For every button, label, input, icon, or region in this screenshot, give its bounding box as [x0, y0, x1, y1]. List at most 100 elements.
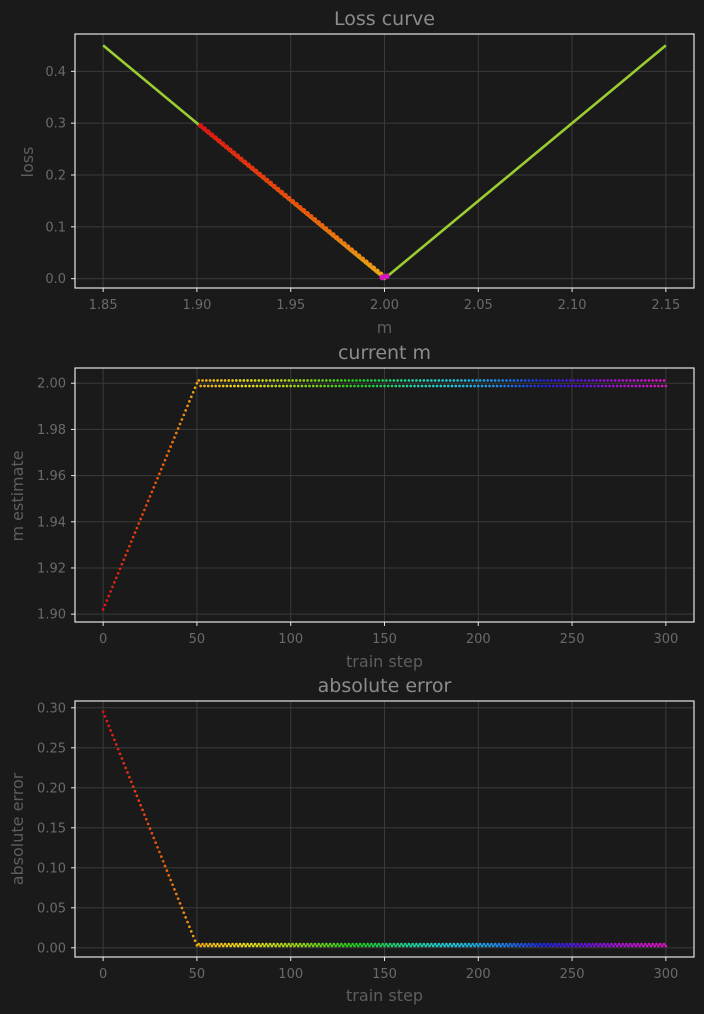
current-m-point: [542, 379, 546, 382]
current-m-ytick-label: 1.92: [37, 561, 66, 576]
absolute-error-point: [383, 944, 386, 948]
current-m-point: [508, 379, 512, 382]
absolute-error-point: [204, 942, 208, 946]
loss-point: [319, 223, 325, 229]
current-m-xtick-label: 200: [466, 632, 491, 647]
absolute-error-point: [321, 942, 324, 946]
absolute-error-point: [527, 942, 531, 946]
absolute-error-point: [366, 942, 369, 946]
absolute-error-point: [381, 942, 384, 946]
absolute-error-point: [626, 944, 630, 948]
current-m-point: [264, 379, 268, 382]
absolute-error-point: [362, 942, 366, 946]
absolute-error-point: [403, 942, 407, 946]
current-m-point: [418, 379, 422, 382]
absolute-error-point: [244, 944, 248, 948]
current-m-point: [101, 608, 105, 611]
absolute-error-point: [296, 944, 300, 948]
absolute-error-point: [276, 942, 279, 946]
absolute-error-point: [433, 942, 437, 946]
current-m-point: [437, 379, 441, 382]
absolute-error-point: [368, 944, 371, 948]
current-m-point: [383, 384, 386, 388]
current-m-point: [368, 384, 371, 388]
absolute-error-point: [180, 906, 184, 910]
loss-point: [384, 273, 390, 279]
absolute-error-ytick-label: 0.30: [37, 701, 66, 716]
absolute-error-point: [176, 897, 180, 901]
current-m-point: [413, 384, 416, 388]
current-m-point: [150, 490, 154, 494]
current-m-point: [439, 384, 443, 388]
current-m-point: [467, 379, 471, 382]
current-m-point: [370, 379, 373, 382]
absolute-error-point: [278, 944, 281, 948]
current-m-point: [131, 535, 135, 539]
absolute-error-point: [246, 942, 249, 946]
absolute-error-point: [257, 942, 261, 946]
absolute-error-point: [311, 944, 315, 948]
absolute-error-point: [212, 942, 216, 946]
absolute-error-xtick-label: 300: [653, 967, 678, 982]
current-m-point: [458, 384, 461, 388]
current-m-point: [336, 379, 339, 382]
current-m-point: [158, 472, 161, 476]
absolute-error-point: [505, 942, 508, 946]
absolute-error-point: [379, 944, 383, 948]
current-m-point: [156, 476, 159, 480]
current-m-point: [386, 384, 390, 388]
loss-point: [345, 244, 351, 250]
current-m-point: [180, 418, 184, 421]
absolute-error-point: [173, 887, 176, 891]
absolute-error-point: [334, 944, 338, 948]
current-m-point: [424, 384, 428, 388]
current-m-point: [610, 379, 613, 382]
current-m-point: [480, 384, 484, 388]
absolute-error-point: [475, 942, 478, 946]
current-m-point: [268, 379, 272, 382]
current-m-xtick-label: 150: [372, 632, 397, 647]
absolute-error-point: [161, 859, 165, 863]
current-m-point: [253, 379, 257, 382]
current-m-point: [355, 379, 358, 382]
absolute-error-point: [261, 942, 264, 946]
absolute-error-point: [587, 942, 591, 946]
absolute-error-point: [317, 942, 321, 946]
absolute-error-point: [184, 916, 188, 919]
absolute-error-point: [268, 942, 272, 946]
absolute-error-point: [478, 942, 482, 946]
current-m-point: [279, 379, 283, 382]
loss-point: [334, 235, 340, 241]
current-m-point: [550, 379, 553, 382]
current-m-point: [236, 384, 240, 388]
absolute-error-point: [281, 944, 285, 948]
absolute-error-point: [516, 942, 520, 946]
current-m-point: [535, 379, 538, 382]
current-m-point: [206, 384, 210, 388]
loss-curve-ylabel: loss: [18, 147, 37, 178]
current-m-point: [193, 386, 197, 390]
current-m-point: [302, 379, 306, 382]
current-m-point: [503, 384, 506, 388]
current-m-point: [266, 384, 270, 388]
absolute-error-title: absolute error: [318, 675, 452, 697]
loss-point: [227, 147, 233, 153]
current-m-point: [540, 384, 544, 388]
current-m-point: [518, 384, 521, 388]
absolute-error-point: [313, 942, 317, 946]
absolute-error-point: [139, 803, 143, 807]
current-m-point: [441, 379, 444, 382]
current-m-point: [512, 379, 516, 382]
current-m-point: [257, 379, 261, 382]
absolute-error-point: [285, 944, 289, 948]
absolute-error-point: [508, 942, 512, 946]
absolute-error-point: [422, 942, 426, 946]
current-m-point: [311, 384, 315, 388]
current-m-point: [340, 379, 343, 382]
current-m-panel: current m train step m estimate 0 50 100 15…: [8, 342, 695, 671]
absolute-error-point: [555, 944, 559, 948]
current-m-point: [144, 504, 148, 507]
absolute-error-point: [159, 855, 163, 858]
current-m-point: [566, 384, 570, 388]
absolute-error-point: [463, 942, 467, 946]
